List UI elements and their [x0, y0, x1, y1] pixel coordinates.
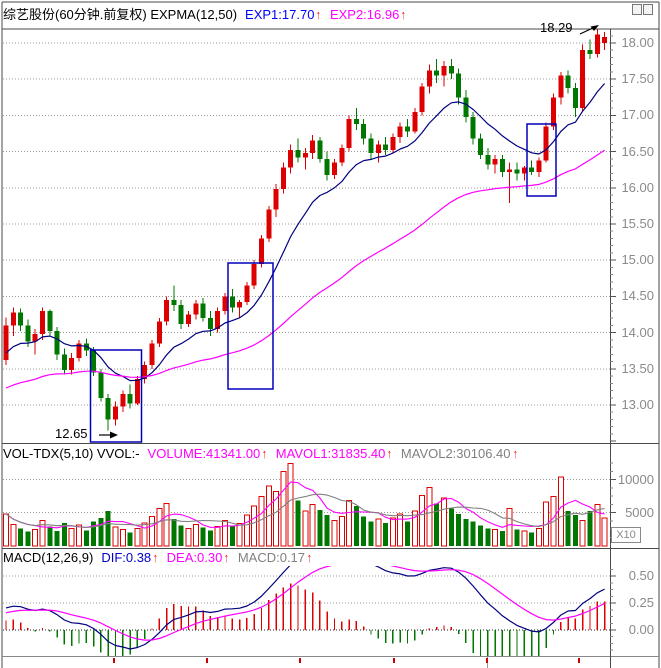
macd-panel-header: MACD(12,26,9) DIF:0.38 ↑ DEA:0.30 ↑ MACD:0.17…: [3, 551, 313, 565]
macd-axis-label: 0.25: [628, 595, 654, 611]
window-layout-icon[interactable]: [632, 4, 656, 16]
price-axis-label: 15.00: [621, 252, 654, 268]
layout-square-icon: [632, 4, 642, 15]
macd-indicator-name: MACD(12,26,9): [3, 550, 94, 565]
macd-value: MACD:0.17: [237, 550, 306, 565]
volume-panel-header: VOL-TDX(5,10) VVOL:- VOLUME:41341.00 ↑ MAVO…: [3, 447, 518, 461]
mavol1-up-arrow-icon: ↑: [387, 446, 393, 461]
price-axis-label: 17.00: [621, 107, 654, 123]
low-price-annotation: 12.65: [55, 426, 88, 441]
volume-axis-label: 5000: [625, 504, 654, 520]
price-axis-label: 16.50: [621, 143, 654, 159]
price-axis-label: 17.50: [621, 71, 654, 87]
mavol2-value: MAVOL2:30106.40: [400, 446, 511, 461]
stock-title: 综艺股份(60分钟.前复权) EXPMA(12,50): [3, 7, 238, 22]
price-axis-label: 14.50: [621, 288, 654, 304]
layout-square-icon: [643, 4, 653, 15]
price-axis-label: 18.00: [621, 35, 654, 50]
volume-indicator-name: VOL-TDX(5,10) VVOL:-: [3, 446, 140, 461]
exp2-value: EXP2:16.96: [329, 7, 400, 22]
dea-value: DEA:0.30: [166, 550, 223, 565]
price-axis-label: 13.00: [621, 397, 654, 412]
exp1-value: EXP1:17.70: [245, 7, 315, 22]
mavol2-up-arrow-icon: ↑: [512, 446, 518, 461]
price-axis-label: 13.50: [621, 360, 654, 376]
mavol1-value: MAVOL1:31835.40: [275, 446, 386, 461]
dif-value: DIF:0.38: [101, 550, 152, 565]
exp1-up-arrow-icon: ↑: [316, 7, 322, 22]
exp2-up-arrow-icon: ↑: [401, 7, 407, 22]
dif-up-arrow-icon: ↑: [152, 550, 158, 565]
high-price-annotation: 18.29: [540, 20, 573, 35]
macd-up-arrow-icon: ↑: [306, 550, 312, 565]
volume-value: VOLUME:41341.00: [147, 446, 261, 461]
volume-axis-label: 10000: [617, 471, 654, 487]
volume-multiplier-badge: X10: [611, 527, 641, 543]
dea-up-arrow-icon: ↑: [224, 550, 230, 565]
macd-axis-label: 0.50: [628, 568, 654, 584]
price-axis-label: 15.50: [621, 216, 654, 231]
volume-up-arrow-icon: ↑: [262, 446, 267, 461]
macd-axis-label: 0.00: [628, 622, 654, 637]
main-chart-header: 综艺股份(60分钟.前复权) EXPMA(12,50) EXP1:17.70 ↑ EX…: [3, 8, 407, 22]
price-axis-label: 16.00: [621, 179, 654, 195]
price-axis-label: 14.00: [621, 324, 654, 340]
